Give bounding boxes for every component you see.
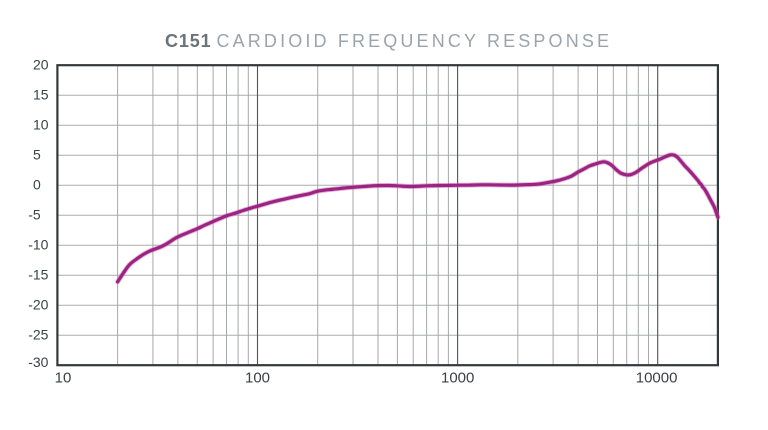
- svg-text:-30: -30: [28, 354, 48, 370]
- svg-text:-15: -15: [28, 266, 48, 282]
- svg-text:C151: C151: [165, 31, 211, 51]
- svg-text:0: 0: [33, 176, 41, 192]
- svg-text:100: 100: [245, 370, 270, 387]
- svg-text:-25: -25: [28, 326, 48, 342]
- svg-text:15: 15: [33, 86, 49, 102]
- svg-text:20: 20: [33, 56, 49, 72]
- svg-text:CARDIOID FREQUENCY RESPONSE: CARDIOID FREQUENCY RESPONSE: [217, 31, 610, 51]
- svg-text:10000: 10000: [636, 370, 678, 387]
- svg-text:10: 10: [33, 116, 49, 132]
- svg-text:-20: -20: [28, 296, 48, 312]
- svg-text:1000: 1000: [441, 370, 474, 387]
- svg-text:-10: -10: [28, 236, 48, 252]
- svg-text:5: 5: [33, 146, 41, 162]
- svg-text:-5: -5: [28, 206, 41, 222]
- svg-text:10: 10: [55, 370, 72, 387]
